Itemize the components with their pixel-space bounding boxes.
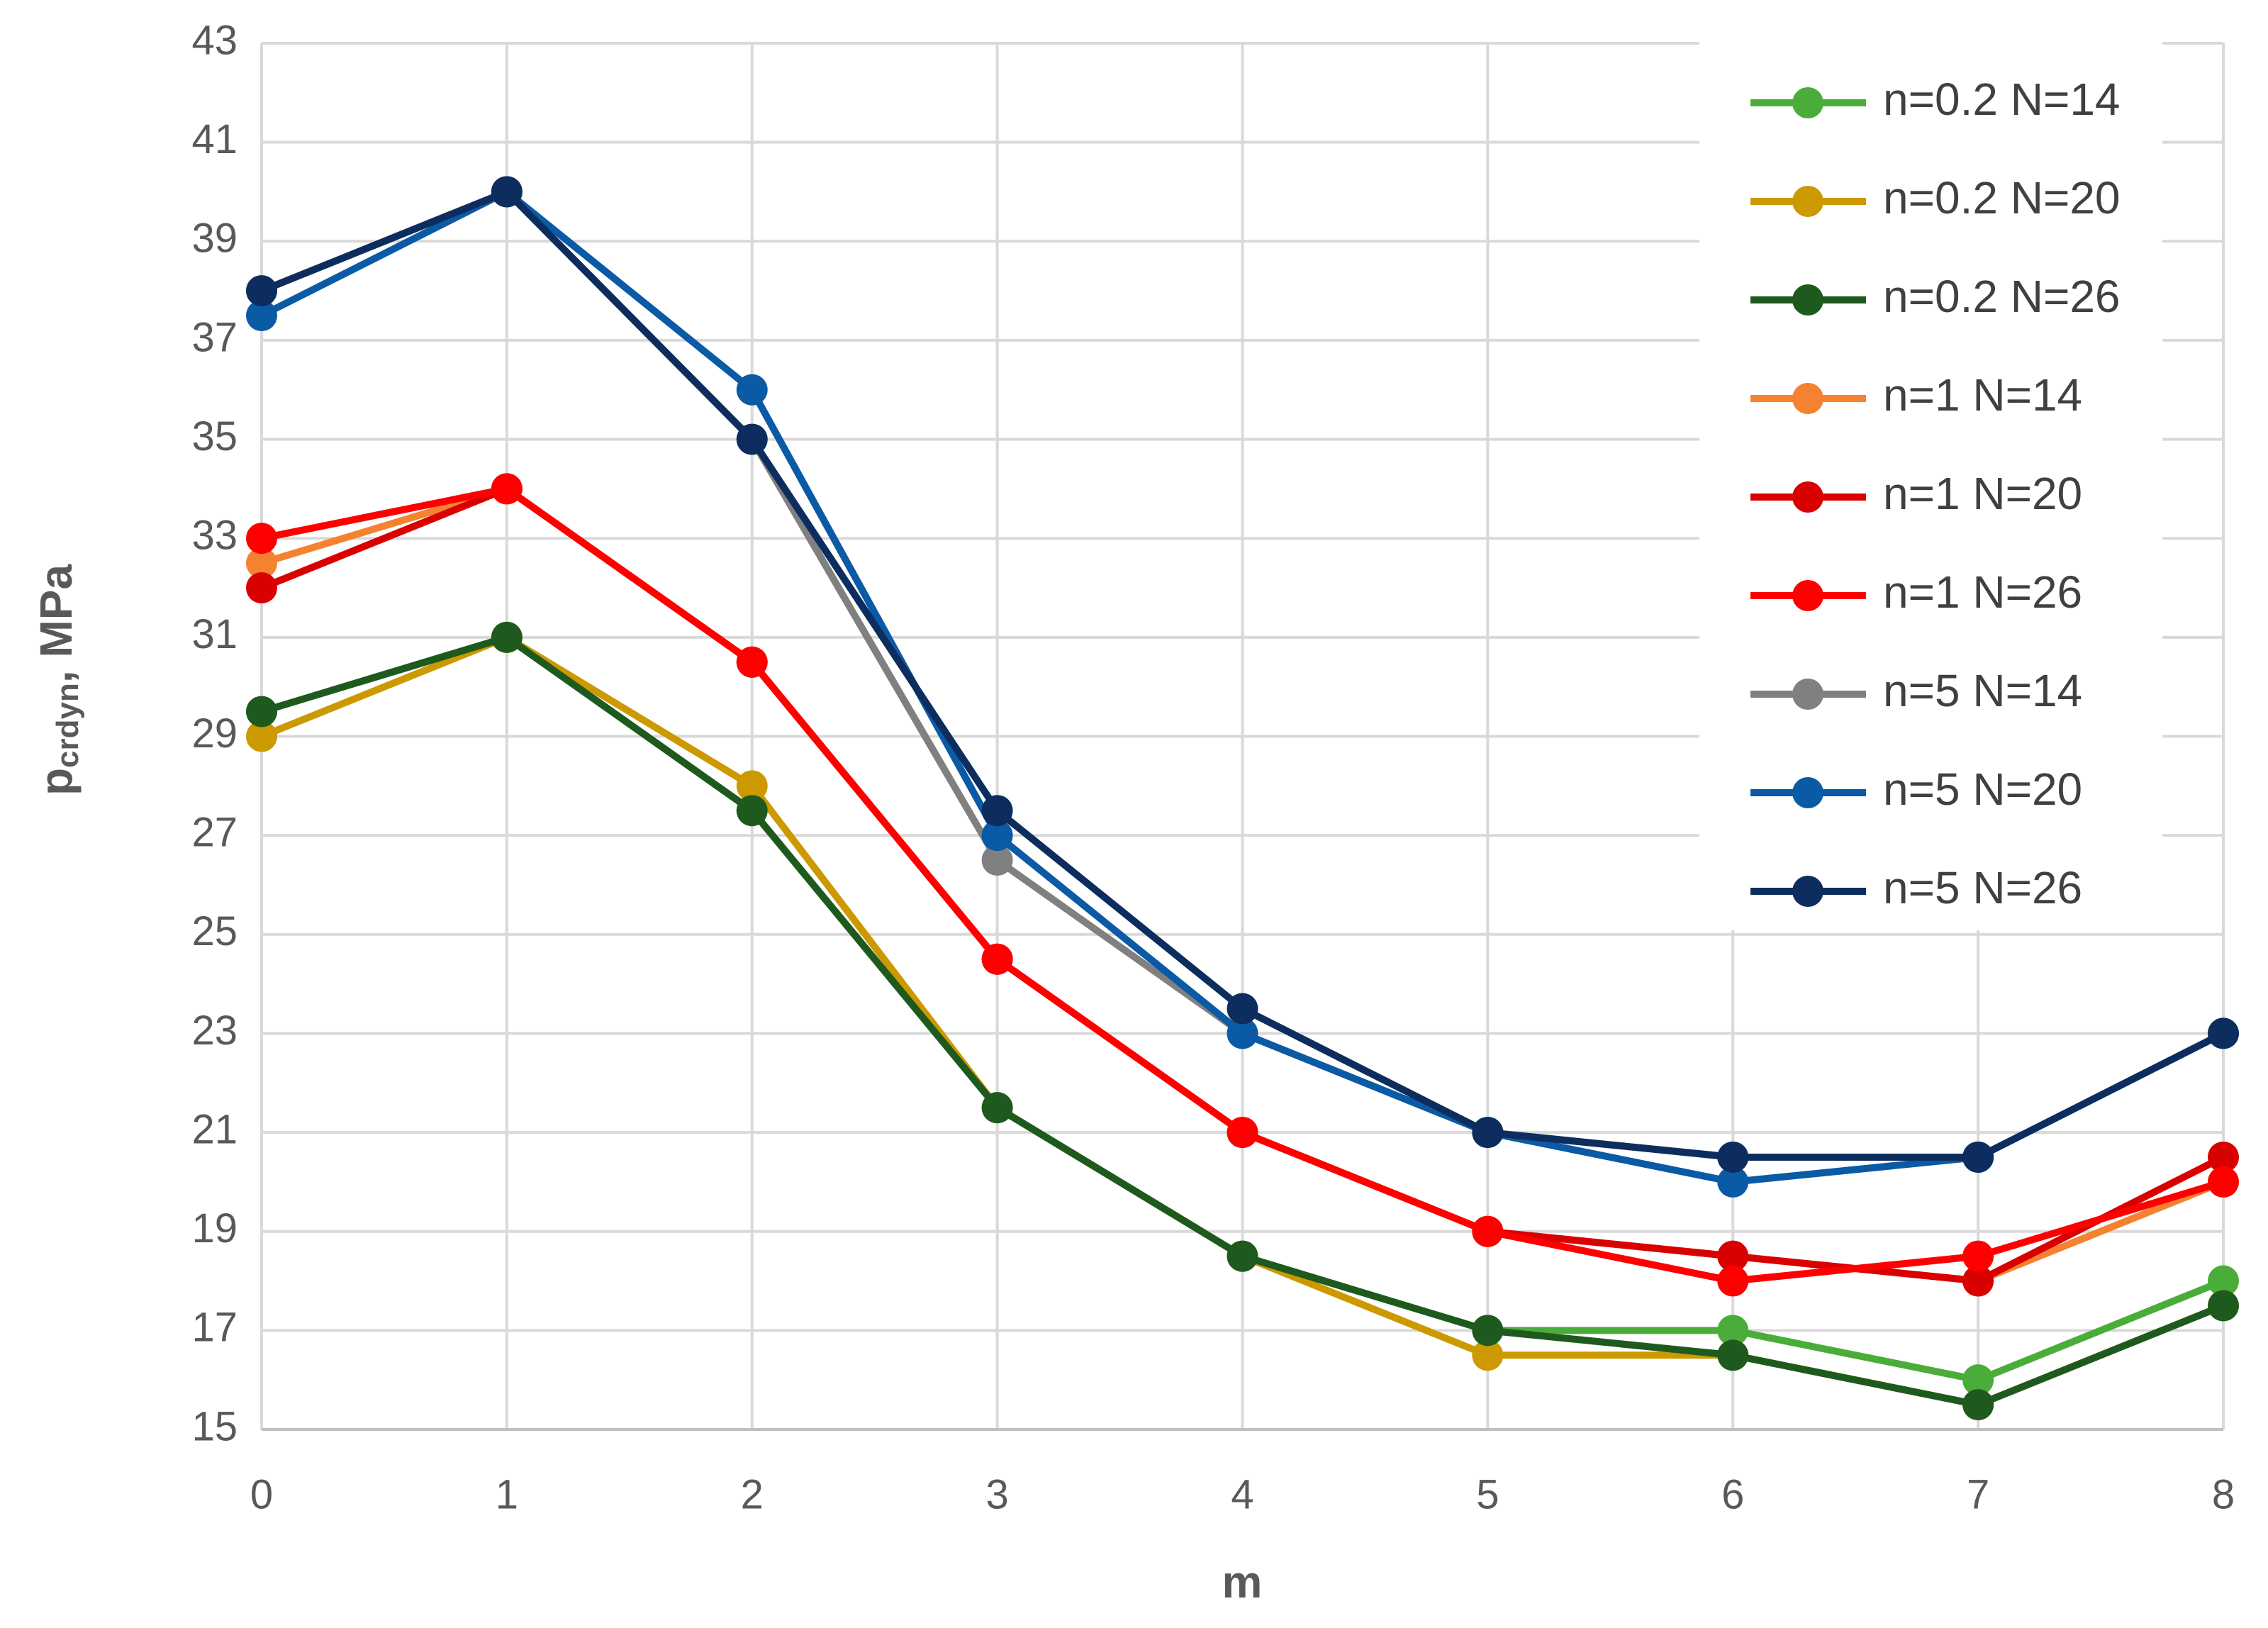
data-point: [2208, 1166, 2239, 1198]
x-tick-label: 2: [741, 1471, 764, 1517]
data-point: [246, 547, 277, 579]
legend-marker: [1792, 876, 1823, 907]
data-point: [246, 720, 277, 752]
y-tick-label: 33: [191, 513, 238, 559]
y-tick-label: 21: [191, 1106, 238, 1152]
data-point: [981, 795, 1013, 827]
data-point: [1472, 1315, 1504, 1347]
x-tick-label: 7: [1967, 1471, 1989, 1517]
data-point: [1717, 1166, 1749, 1198]
legend-label: n=5 N=20: [1883, 764, 2082, 815]
data-point: [736, 770, 768, 802]
y-tick-label: 25: [191, 908, 238, 954]
data-point: [1227, 1240, 1258, 1272]
x-tick-label: 8: [2212, 1471, 2235, 1517]
data-point: [1472, 1339, 1504, 1371]
y-tick-label: 43: [191, 17, 238, 63]
data-point: [981, 844, 1013, 876]
legend-label: n=0.2 N=26: [1883, 271, 2121, 322]
legend-label: n=0.2 N=20: [1883, 172, 2121, 223]
data-point: [246, 572, 277, 604]
data-point: [2208, 1290, 2239, 1322]
y-axis-title-unit: , MPa: [30, 564, 82, 684]
data-point: [246, 300, 277, 332]
y-axis-title-main: p: [30, 768, 82, 796]
data-point: [1472, 1117, 1504, 1149]
data-point: [2208, 1265, 2239, 1297]
x-tick-label: 3: [985, 1471, 1008, 1517]
y-axis-title-sub: crdyn: [50, 683, 85, 768]
y-tick-label: 19: [191, 1205, 238, 1251]
legend-marker: [1792, 186, 1823, 217]
legend-label: n=1 N=20: [1883, 468, 2082, 519]
data-point: [246, 275, 277, 307]
y-tick-label: 23: [191, 1008, 238, 1054]
y-tick-label: 29: [191, 710, 238, 757]
y-tick-label: 15: [191, 1403, 238, 1449]
x-tick-label: 4: [1231, 1471, 1253, 1517]
data-point: [2208, 1017, 2239, 1049]
data-point: [1717, 1315, 1749, 1347]
data-point: [736, 795, 768, 827]
x-tick-label: 1: [496, 1471, 518, 1517]
data-point: [1962, 1389, 1994, 1421]
legend-box: [1699, 22, 2162, 930]
data-point: [736, 423, 768, 455]
data-point: [1962, 1364, 1994, 1396]
data-point: [1717, 1141, 1749, 1173]
legend-marker: [1792, 777, 1823, 808]
y-tick-label: 17: [191, 1305, 238, 1351]
data-point: [1962, 1265, 1994, 1297]
x-axis-title: m: [1222, 1556, 1263, 1607]
data-point: [1717, 1240, 1749, 1272]
legend-marker: [1792, 284, 1823, 316]
data-point: [1227, 1017, 1258, 1049]
data-point: [981, 1092, 1013, 1124]
data-point: [246, 523, 277, 554]
data-point: [1962, 1240, 1994, 1272]
data-point: [491, 176, 523, 208]
data-point: [491, 473, 523, 505]
x-tick-label: 6: [1721, 1471, 1744, 1517]
data-point: [1717, 1265, 1749, 1297]
legend-label: n=5 N=14: [1883, 665, 2082, 716]
data-point: [736, 374, 768, 406]
data-point: [491, 621, 523, 653]
y-axis-title: pcrdyn, MPa: [30, 564, 85, 796]
data-point: [981, 943, 1013, 975]
y-tick-label: 27: [191, 809, 238, 855]
y-tick-label: 41: [191, 116, 238, 162]
legend-label: n=0.2 N=14: [1883, 74, 2121, 125]
x-tick-label: 0: [250, 1471, 273, 1517]
legend-label: n=1 N=14: [1883, 369, 2082, 420]
data-point: [1717, 1339, 1749, 1371]
y-tick-label: 39: [191, 216, 238, 262]
x-tick-label: 5: [1476, 1471, 1499, 1517]
y-tick-label: 37: [191, 314, 238, 360]
legend-marker: [1792, 679, 1823, 710]
legend-marker: [1792, 580, 1823, 611]
legend-label: n=5 N=26: [1883, 862, 2082, 913]
y-tick-label: 31: [191, 611, 238, 657]
data-point: [981, 820, 1013, 852]
legend-marker: [1792, 481, 1823, 513]
data-point: [2208, 1141, 2239, 1173]
data-point: [1227, 993, 1258, 1025]
legend-marker: [1792, 87, 1823, 118]
legend-marker: [1792, 383, 1823, 414]
y-tick-label: 35: [191, 413, 238, 459]
legend-label: n=1 N=26: [1883, 567, 2082, 618]
data-point: [246, 696, 277, 727]
data-point: [736, 646, 768, 678]
data-point: [1227, 1117, 1258, 1149]
data-point: [1962, 1141, 1994, 1173]
data-point: [1472, 1215, 1504, 1247]
